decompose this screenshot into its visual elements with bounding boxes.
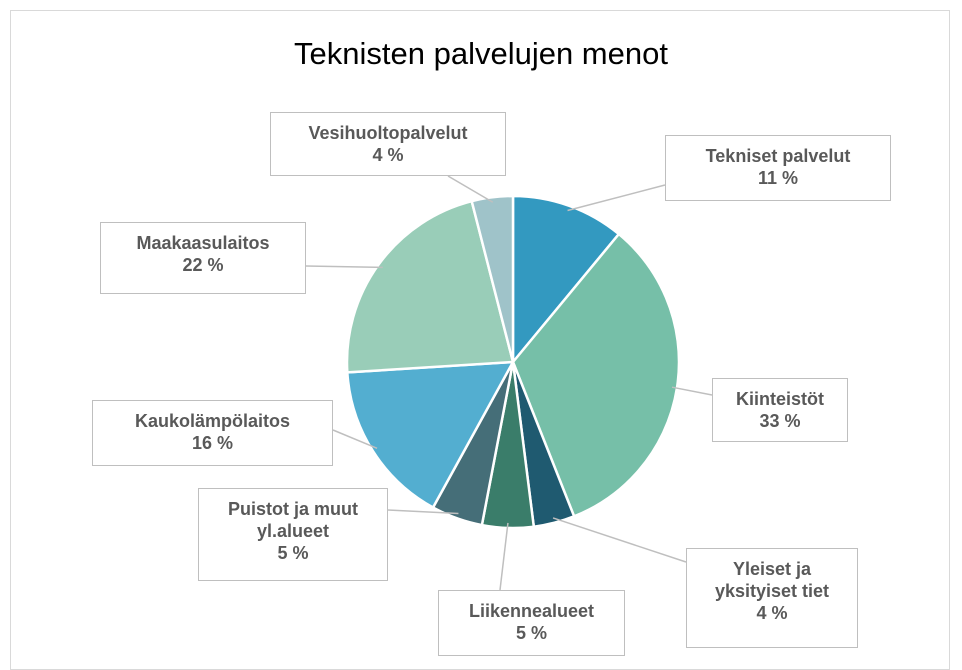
- value-label: 33 %: [759, 411, 801, 431]
- data-label: Maakaasulaitos 22 %: [100, 222, 306, 294]
- data-label: Tekniset palvelut 11 %: [665, 135, 891, 201]
- pie-slice: [345, 199, 515, 374]
- value-label: 4 %: [372, 145, 404, 165]
- data-label: Puistot ja muut yl.alueet 5 %: [198, 488, 388, 581]
- leader-line: [447, 175, 494, 203]
- leader-line: [305, 265, 383, 269]
- leader-line: [671, 386, 713, 396]
- category-label: Liikennealueet: [468, 601, 595, 621]
- pie-slice: [511, 194, 621, 366]
- value-label: 16 %: [191, 433, 234, 453]
- page: {"chart_data": {"type": "pie", "title": …: [10, 10, 950, 670]
- data-label: Kaukolämpölaitos 16 %: [92, 400, 333, 466]
- category-label: Kiinteistöt: [736, 389, 824, 409]
- category-label: Maakaasulaitos: [136, 233, 270, 253]
- category-label: Yleiset ja yksityiset tiet: [714, 559, 830, 601]
- category-label: Puistot ja muut yl.alueet: [228, 499, 358, 541]
- leader-line: [387, 509, 459, 515]
- value-label: 5 %: [277, 543, 309, 563]
- value-label: 22 %: [182, 255, 224, 275]
- data-label: Vesihuoltopalvelut 4 %: [270, 112, 506, 176]
- pie-slice: [470, 194, 515, 363]
- data-label: Yleiset ja yksityiset tiet 4 %: [686, 548, 858, 648]
- category-label: Tekniset palvelut: [705, 146, 851, 166]
- chart: [305, 175, 713, 591]
- category-label: Kaukolämpölaitos: [134, 411, 291, 431]
- value-label: 4 %: [756, 603, 788, 623]
- category-label: Vesihuoltopalvelut: [308, 123, 468, 143]
- leader-line: [499, 522, 509, 591]
- data-label: Kiinteistöt 33 %: [712, 378, 848, 442]
- leader-line: [567, 184, 666, 212]
- leader-line: [552, 517, 687, 563]
- data-label: Liikennealueet 5 %: [438, 590, 625, 656]
- value-label: 11 %: [757, 168, 799, 188]
- value-label: 5 %: [515, 623, 548, 643]
- leader-line: [332, 429, 378, 449]
- chart-title: Teknisten palvelujen menot: [294, 36, 668, 71]
- pie-slice: [346, 360, 516, 510]
